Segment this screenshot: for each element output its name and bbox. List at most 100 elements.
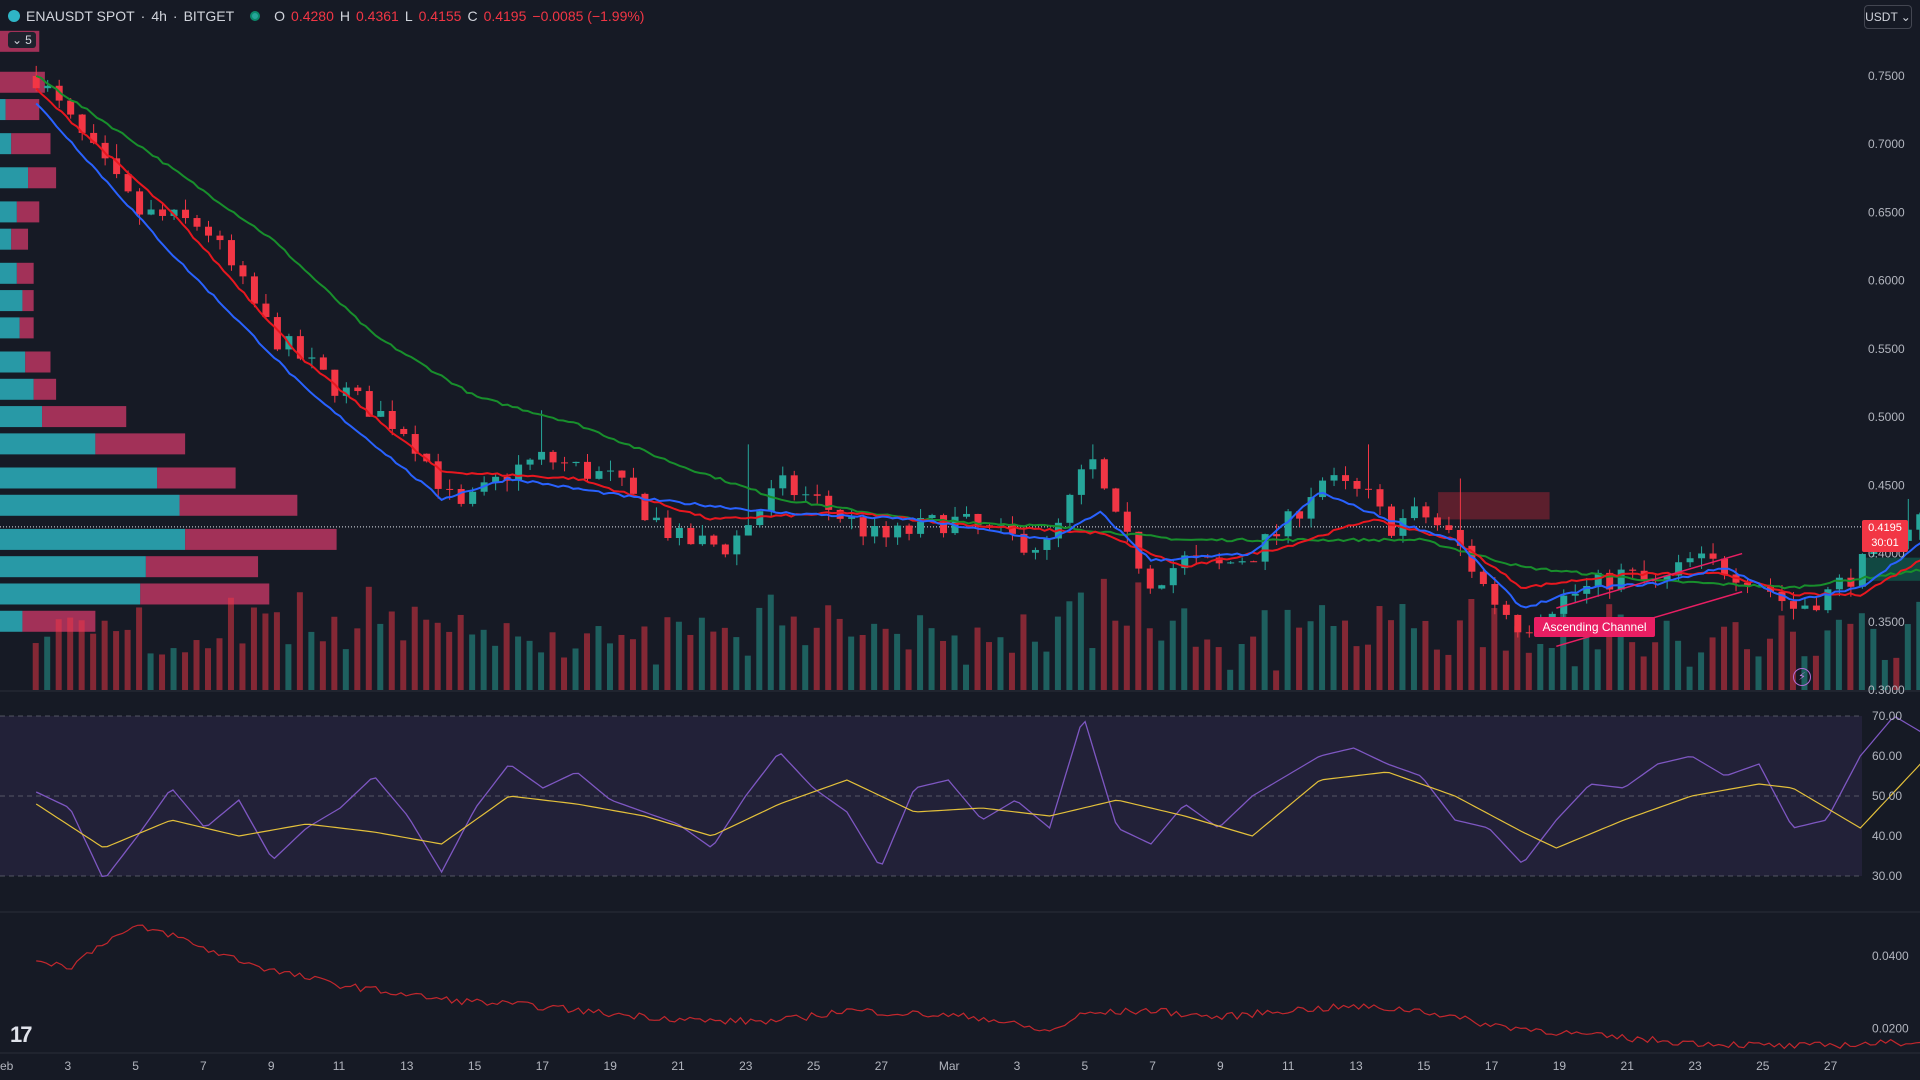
volume-bar (388, 611, 395, 690)
volume-bar (584, 633, 591, 690)
tradingview-logo-icon[interactable]: 17 (10, 1022, 33, 1047)
volume-profile-bar-up (0, 201, 17, 223)
candle-body (78, 114, 86, 133)
candle-body (1433, 517, 1441, 526)
pattern-label[interactable]: Ascending Channel (1534, 617, 1655, 637)
candle-body (273, 317, 281, 350)
volume-bar (687, 634, 694, 690)
candle-body (1766, 585, 1774, 592)
volume-bar (1227, 669, 1234, 690)
candle-body (44, 85, 52, 89)
candle-body (423, 453, 431, 462)
ena-logo-icon (8, 10, 20, 22)
open-key: O (274, 8, 286, 24)
volume-bar (629, 639, 636, 690)
candle-body (974, 513, 982, 526)
candle-body (193, 218, 201, 227)
candle-body (331, 369, 339, 396)
volume-bar (1123, 625, 1130, 690)
volume-bar (1215, 647, 1222, 690)
candle-body (721, 544, 729, 555)
candle-body (1342, 475, 1350, 482)
volume-bar (1365, 644, 1372, 690)
time-tick-label: 15 (1417, 1059, 1431, 1073)
volume-bar (928, 628, 935, 690)
candle-body (733, 535, 741, 555)
volume-bar (515, 636, 522, 690)
candle-body (1617, 569, 1625, 590)
volume-bar (538, 652, 545, 690)
time-axis: eb 3 5 7 9 11 13 15 17 19 21 23 25 27 Mar 3 5 7 9 11 13 15 17 1… (0, 1059, 1838, 1073)
volume-bar (767, 594, 774, 690)
candle-body (1789, 601, 1797, 609)
time-tick-label: 19 (1553, 1059, 1567, 1073)
volume-profile-bar-up (0, 467, 158, 489)
volume-profile-bar-down (16, 201, 40, 223)
price-tick-label: 0.6000 (1868, 274, 1905, 288)
interval[interactable]: 4h (151, 8, 167, 24)
volume-bar (1250, 636, 1257, 690)
volume-bar (1181, 608, 1188, 690)
candle-body (871, 526, 879, 537)
symbol-name[interactable]: ENAUSDT SPOT (26, 8, 135, 24)
volume-profile-bar-down (95, 433, 186, 455)
volume-profile-bar-up (0, 167, 29, 189)
volume-bar (1399, 604, 1406, 690)
volume-profile-bar-up (0, 556, 146, 578)
volume-bar (411, 606, 418, 690)
candle-body (1858, 553, 1866, 587)
volume-bar (825, 605, 832, 690)
volume-bar (55, 619, 62, 690)
volume-bar (170, 648, 177, 690)
candle-body (905, 525, 913, 534)
volume-bar (377, 623, 384, 690)
candle-body (400, 428, 408, 435)
candle-body (561, 462, 569, 464)
ema-mid-line (35, 87, 1920, 597)
volume-bar (894, 633, 901, 690)
volume-bar (342, 649, 349, 690)
time-tick-label: 25 (807, 1059, 821, 1073)
volume-profile-bar-up (0, 262, 17, 284)
candle-body (446, 488, 454, 490)
currency-label: USDT (1865, 10, 1898, 24)
indicator-count: 5 (25, 33, 32, 47)
volume-bar (193, 640, 200, 690)
volume-bar (1353, 646, 1360, 690)
candle-body (101, 142, 109, 159)
exchange: BITGET (183, 8, 235, 24)
volume-bar (1238, 644, 1245, 690)
indicators-toggle-button[interactable]: ⌄ 5 (8, 32, 36, 48)
volume-bar (790, 616, 797, 690)
volume-bar (1881, 659, 1888, 690)
lightning-icon[interactable]: ⚡ (1793, 668, 1811, 686)
volume-profile-bar-down (19, 317, 34, 339)
volume-profile-bar-up (0, 583, 141, 605)
change-value: −0.0085 (−1.99%) (532, 8, 645, 24)
volume-bar (492, 645, 499, 690)
volume-bar (526, 640, 533, 690)
candle-body (1721, 558, 1729, 575)
volume-bar (733, 637, 740, 690)
volume-bar (1376, 606, 1383, 690)
volume-bar (1204, 639, 1211, 690)
time-tick-label: 21 (671, 1059, 685, 1073)
price-tick-label: 0.7000 (1868, 137, 1905, 151)
candle-body (1502, 604, 1510, 615)
volume-bar (664, 617, 671, 690)
volume-bar (434, 622, 441, 690)
candle-body (1020, 533, 1028, 553)
candle-body (1353, 481, 1361, 489)
volume-bar (1135, 582, 1142, 690)
currency-select[interactable]: USDT ⌄ (1864, 5, 1912, 29)
volume-bar (779, 625, 786, 690)
market-status-icon[interactable] (250, 11, 261, 21)
candle-body (434, 461, 442, 489)
volume-profile-bar-up (0, 228, 12, 250)
oscillator-line (36, 924, 1920, 1050)
candle-body (848, 517, 856, 519)
candle-body (859, 517, 867, 537)
volume-bar (756, 607, 763, 690)
volume-bar (1812, 655, 1819, 690)
